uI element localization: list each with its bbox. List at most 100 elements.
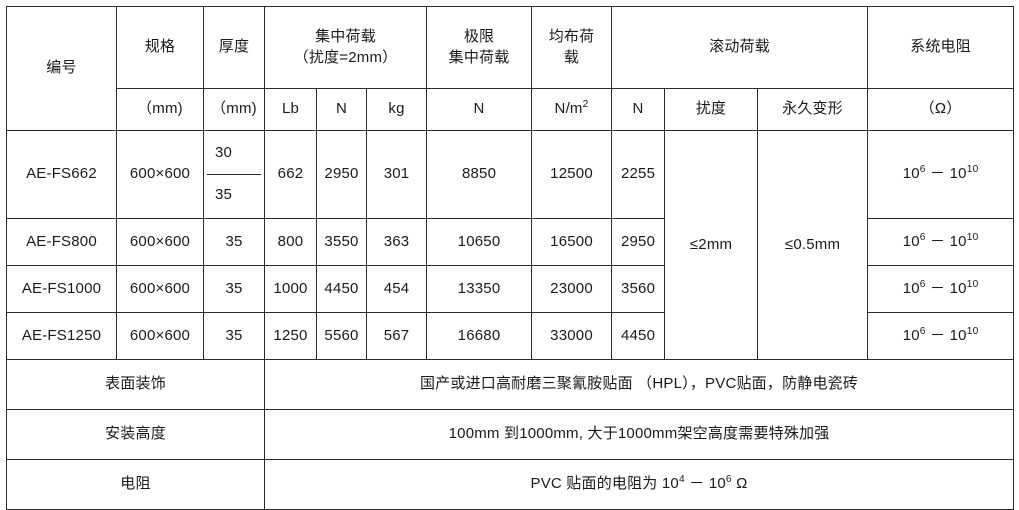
cell-ultimate-n: 10650 bbox=[426, 218, 533, 266]
footer-resistance-dash: － bbox=[689, 475, 705, 493]
cell-kg: 454 bbox=[365, 265, 428, 313]
cell-kg: 301 bbox=[365, 130, 428, 219]
footer-value-resistance: PVC 贴面的电阻为 104 － 106 Ω bbox=[263, 459, 1015, 510]
cell-resistance: 106 － 1010 bbox=[867, 218, 1015, 266]
footer-label-surface: 表面装饰 bbox=[6, 359, 265, 410]
cell-uniform: 16500 bbox=[531, 218, 613, 266]
header-thickness-unit: （mm) bbox=[203, 88, 265, 131]
cell-roll-n: 2255 bbox=[611, 130, 666, 219]
header-roll-permanent: 永久变形 bbox=[757, 88, 869, 131]
header-uniform-load: 均布荷 载 bbox=[531, 6, 613, 89]
cell-resistance-exp1: 6 bbox=[919, 278, 926, 290]
cell-n: 3550 bbox=[316, 218, 367, 266]
footer-label-resistance: 电阻 bbox=[6, 459, 265, 510]
cell-resistance: 106 － 1010 bbox=[867, 312, 1015, 360]
footer-resistance-prefix: PVC 贴面的电阻为 bbox=[530, 475, 662, 493]
header-system-resistance: 系统电阻 bbox=[867, 6, 1015, 89]
cell-size: 600×600 bbox=[116, 312, 204, 360]
cell-n: 5560 bbox=[316, 312, 367, 360]
cell-ultimate-n: 13350 bbox=[426, 265, 533, 313]
cell-model: AE-FS1000 bbox=[6, 265, 117, 313]
cell-thickness: 35 bbox=[203, 265, 265, 313]
footer-value-surface: 国产或进口高耐磨三聚氰胺贴面 （HPL），PVC贴面，防静电瓷砖 bbox=[263, 359, 1015, 410]
footer-resistance-suffix: Ω bbox=[731, 475, 748, 493]
header-concentrated-load-line2: （扰度=2mm） bbox=[293, 48, 398, 66]
header-ultimate-load-line2: 集中荷载 bbox=[448, 48, 510, 66]
footer-label-height: 安装高度 bbox=[6, 409, 265, 460]
cell-size: 600×600 bbox=[116, 130, 204, 219]
cell-n: 4450 bbox=[316, 265, 367, 313]
cell-resistance-dash: － bbox=[930, 279, 946, 297]
header-ultimate-load: 极限 集中荷载 bbox=[426, 6, 533, 89]
cell-resistance-base2: 10 bbox=[949, 279, 967, 297]
header-id: 编号 bbox=[6, 6, 117, 131]
cell-uniform: 23000 bbox=[531, 265, 613, 313]
cell-resistance-exp2: 10 bbox=[966, 164, 979, 176]
cell-resistance-base2: 10 bbox=[949, 326, 967, 344]
cell-thickness-a: 30 bbox=[207, 133, 261, 175]
cell-resistance-exp2: 10 bbox=[966, 278, 979, 290]
header-cl-lb: Lb bbox=[264, 88, 317, 131]
specification-table: 编号 规格 厚度 集中荷载 （扰度=2mm） 极限 集中荷载 bbox=[6, 6, 1015, 510]
table-row: AE-FS662 600×600 30 35 662 2950 301 8850… bbox=[6, 130, 1015, 360]
cell-resistance-exp1: 6 bbox=[919, 164, 926, 176]
cell-resistance-exp1: 6 bbox=[919, 325, 926, 337]
cell-resistance-base2: 10 bbox=[949, 165, 967, 183]
footer-row: 电阻 PVC 贴面的电阻为 104 － 106 Ω bbox=[6, 459, 1015, 510]
header-rolling-load: 滚动荷载 bbox=[611, 6, 869, 89]
table-row: AE-FS1250 600×600 35 1250 5560 567 16680… bbox=[6, 312, 1015, 360]
cell-model: AE-FS662 bbox=[6, 130, 117, 219]
cell-uniform: 12500 bbox=[531, 130, 613, 219]
header-cl-kg: kg bbox=[365, 88, 428, 131]
cell-model: AE-FS1250 bbox=[6, 312, 117, 360]
cell-lb: 800 bbox=[264, 218, 317, 266]
cell-resistance-dash: － bbox=[930, 326, 946, 344]
header-uniform-unit: N/m2 bbox=[531, 88, 613, 131]
header-uniform-unit-base: N/m bbox=[554, 100, 583, 118]
header-row-primary: 编号 规格 厚度 集中荷载 （扰度=2mm） 极限 集中荷载 bbox=[6, 6, 1015, 131]
cell-resistance-exp2: 10 bbox=[966, 325, 979, 337]
thickness-inner-table: 30 35 bbox=[207, 133, 261, 216]
header-thickness: 厚度 bbox=[203, 6, 265, 89]
header-concentrated-load-line1: 集中荷载 bbox=[315, 28, 376, 46]
cell-ultimate-n: 8850 bbox=[426, 130, 533, 219]
footer-value-height: 100mm 到1000mm, 大于1000mm架空高度需要特殊加强 bbox=[263, 409, 1015, 460]
cell-thickness: 35 bbox=[203, 312, 265, 360]
cell-model: AE-FS800 bbox=[6, 218, 117, 266]
header-uniform-load-line1: 均布荷 bbox=[548, 28, 595, 46]
cell-resistance-base2: 10 bbox=[949, 232, 967, 250]
header-uniform-load-line2: 载 bbox=[563, 48, 580, 66]
header-resistance-unit: （Ω） bbox=[867, 88, 1015, 131]
header-row-units: （mm) （mm) Lb N kg N N/m2 N 扰度 永久变形 （Ω） bbox=[7, 88, 1015, 131]
cell-resistance: 106 － 1010 bbox=[867, 130, 1015, 219]
cell-kg: 567 bbox=[365, 312, 428, 360]
cell-kg: 363 bbox=[365, 218, 428, 266]
cell-thickness-b: 35 bbox=[215, 186, 233, 204]
header-ultimate-load-line1: 极限 bbox=[463, 28, 495, 46]
cell-ultimate-n: 16680 bbox=[426, 312, 533, 360]
footer-resistance-exp1: 4 bbox=[678, 474, 685, 486]
header-uniform-unit-exp: 2 bbox=[582, 99, 589, 111]
footer-resistance-exp2: 6 bbox=[725, 474, 732, 486]
cell-resistance-base1: 10 bbox=[902, 326, 920, 344]
header-roll-deflection: 扰度 bbox=[664, 88, 759, 131]
cell-thickness: 35 bbox=[203, 218, 265, 266]
cell-size: 600×600 bbox=[116, 265, 204, 313]
header-ul-n: N bbox=[426, 88, 533, 131]
footer-row: 表面装饰 国产或进口高耐磨三聚氰胺贴面 （HPL），PVC贴面，防静电瓷砖 bbox=[6, 359, 1015, 410]
cell-thickness-split: 30 35 bbox=[203, 130, 265, 219]
cell-resistance-dash: － bbox=[930, 165, 946, 183]
cell-resistance-base1: 10 bbox=[902, 232, 920, 250]
cell-roll-permanent-merged: ≤0.5mm bbox=[757, 130, 869, 360]
cell-lb: 1250 bbox=[264, 312, 317, 360]
header-cl-n: N bbox=[316, 88, 367, 131]
cell-n: 2950 bbox=[316, 130, 367, 219]
table-row: AE-FS800 600×600 35 800 3550 363 10650 1… bbox=[6, 218, 1015, 266]
footer-row: 安装高度 100mm 到1000mm, 大于1000mm架空高度需要特殊加强 bbox=[6, 409, 1015, 460]
header-concentrated-load: 集中荷载 （扰度=2mm） bbox=[263, 6, 428, 89]
header-size-unit: （mm) bbox=[116, 88, 204, 131]
cell-resistance: 106 － 1010 bbox=[867, 265, 1015, 313]
cell-resistance-base1: 10 bbox=[902, 279, 920, 297]
cell-lb: 1000 bbox=[264, 265, 317, 313]
